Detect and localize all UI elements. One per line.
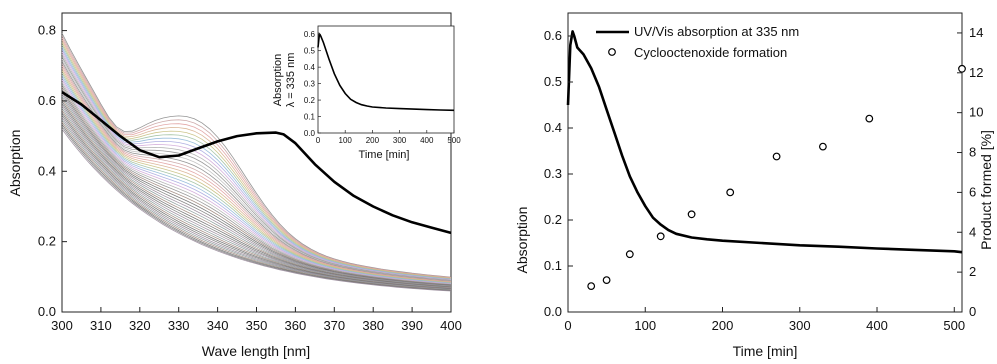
left-x-axis-title: Wave length [nm] (202, 343, 310, 359)
x-tick-label: 360 (285, 318, 307, 333)
y-tick-label: 0.0 (544, 304, 562, 319)
epoxide-data-point (819, 142, 827, 151)
epoxide-data-point (726, 188, 735, 197)
y-tick-label: 0.6 (544, 28, 562, 43)
inset-x-tick-label: 500 (447, 136, 461, 145)
epoxide-data-point (687, 210, 696, 219)
x-tick-label: 380 (362, 318, 384, 333)
y2-tick-label: 6 (969, 184, 976, 199)
inset-x-tick-label: 100 (339, 136, 353, 145)
x-tick-label: 330 (168, 318, 190, 333)
inset-y-axis-title-line1: Absorption (272, 54, 284, 107)
x-tick-label: 400 (440, 318, 462, 333)
right-series-group (566, 30, 966, 291)
spectrum-curve (61, 84, 452, 285)
inset-x-tick-label: 0 (316, 136, 321, 145)
x-tick-label: 0 (564, 318, 571, 333)
inset-y-tick-label: 0.1 (304, 113, 316, 122)
inset-plot-frame (317, 25, 455, 134)
right-chart: 0 100 200 300 400 500 0.00.10.20.30.40.50.6 0… (514, 12, 994, 359)
inset-x-axis: 0 100 200 300 400 500 (316, 130, 461, 145)
y-tick-label: 0.3 (544, 166, 562, 181)
x-tick-label: 300 (789, 318, 811, 333)
legend-label-epoxide: Cyclooctenoxide formation (634, 45, 787, 60)
right-plot-frame (567, 12, 963, 313)
left-series-group (61, 91, 452, 235)
y2-tick-label: 14 (969, 25, 983, 40)
left-y-axis: 0.0 0.2 0.4 0.6 0.8 (38, 23, 67, 319)
spectrum-curve (61, 128, 452, 292)
inset-y-tick-label: 0.5 (304, 47, 316, 56)
inset-y-tick-label: 0.0 (304, 129, 316, 138)
epoxide-data-point (625, 250, 634, 259)
spectrum-curve (61, 114, 452, 290)
y-tick-label: 0.5 (544, 74, 562, 89)
uvvis-absorption-line (566, 30, 963, 254)
right-legend: UV/Vis absorption at 335 nm Cyclooctenox… (596, 24, 799, 60)
inset-y-tick-label: 0.6 (304, 30, 316, 39)
legend-label-uvvis: UV/Vis absorption at 335 nm (634, 24, 799, 39)
x-tick-label: 320 (129, 318, 151, 333)
inset-y-tick-label: 0.2 (304, 96, 316, 105)
y-tick-label: 0.8 (38, 23, 56, 38)
y2-tick-label: 12 (969, 65, 983, 80)
inset-y-tick-label: 0.4 (304, 63, 316, 72)
inset-x-tick-label: 300 (393, 136, 407, 145)
inset-kinetics-line (317, 32, 455, 112)
left-y-axis-title: Absorption (7, 130, 23, 197)
y-tick-label: 0.4 (544, 120, 562, 135)
right-y-axis: 0.0 0.1 0.2 0.3 0.4 0.5 0.6 (544, 28, 573, 319)
y2-tick-label: 0 (969, 304, 976, 319)
highlight-spectrum-line (61, 91, 452, 235)
inset-y-axis-title-line2: λ = 335 nm (285, 53, 297, 108)
right-secondary-y-axis-title: Product formed [%] (978, 130, 994, 250)
left-chart: 300 310 320 330 340 350 360 370 380 390 400 0.0 0.2… (7, 12, 462, 359)
epoxide-data-point (772, 152, 781, 161)
inset-chart: 0 100 200 300 400 500 0.0 0.1 0.2 0.3 0.4 0.5 0.6 T… (272, 25, 461, 161)
y2-tick-label: 4 (969, 224, 976, 239)
x-tick-label: 300 (51, 318, 73, 333)
y2-tick-label: 2 (969, 264, 976, 279)
x-tick-label: 370 (323, 318, 345, 333)
inset-series-group (317, 32, 455, 112)
y-tick-label: 0.4 (38, 163, 56, 178)
x-tick-label: 400 (866, 318, 888, 333)
x-tick-label: 200 (712, 318, 734, 333)
epoxide-data-point (602, 276, 611, 285)
left-x-axis: 300 310 320 330 340 350 360 370 380 390 400 (51, 307, 462, 333)
x-tick-label: 350 (246, 318, 268, 333)
inset-x-tick-label: 400 (420, 136, 434, 145)
x-tick-label: 100 (634, 318, 656, 333)
y2-tick-label: 8 (969, 145, 976, 160)
x-tick-label: 500 (943, 318, 965, 333)
legend-marker-swatch (608, 48, 616, 56)
y-tick-label: 0.6 (38, 93, 56, 108)
y2-tick-label: 10 (969, 105, 983, 120)
y-tick-label: 0.2 (544, 212, 562, 227)
x-tick-label: 340 (207, 318, 229, 333)
x-tick-label: 310 (90, 318, 112, 333)
inset-x-axis-title: Time [min] (359, 149, 410, 161)
y-tick-label: 0.0 (38, 304, 56, 319)
spectrum-curve (61, 56, 452, 281)
y-tick-label: 0.2 (38, 234, 56, 249)
epoxide-data-point (656, 232, 665, 241)
inset-x-tick-label: 200 (366, 136, 380, 145)
epoxide-data-point (958, 64, 966, 73)
right-secondary-y-axis: 0 2 4 6 8 10 12 14 (957, 25, 983, 319)
epoxide-data-point (587, 282, 596, 291)
inset-y-axis: 0.0 0.1 0.2 0.3 0.4 0.5 0.6 (304, 30, 321, 138)
right-y-axis-title: Absorption (514, 207, 530, 274)
right-x-axis: 0 100 200 300 400 500 (564, 307, 965, 333)
spectra-family (61, 33, 452, 292)
inset-y-tick-label: 0.3 (304, 80, 316, 89)
right-x-axis-title: Time [min] (733, 343, 798, 359)
epoxide-data-point (865, 114, 874, 123)
x-tick-label: 390 (401, 318, 423, 333)
y-tick-label: 0.1 (544, 258, 562, 273)
